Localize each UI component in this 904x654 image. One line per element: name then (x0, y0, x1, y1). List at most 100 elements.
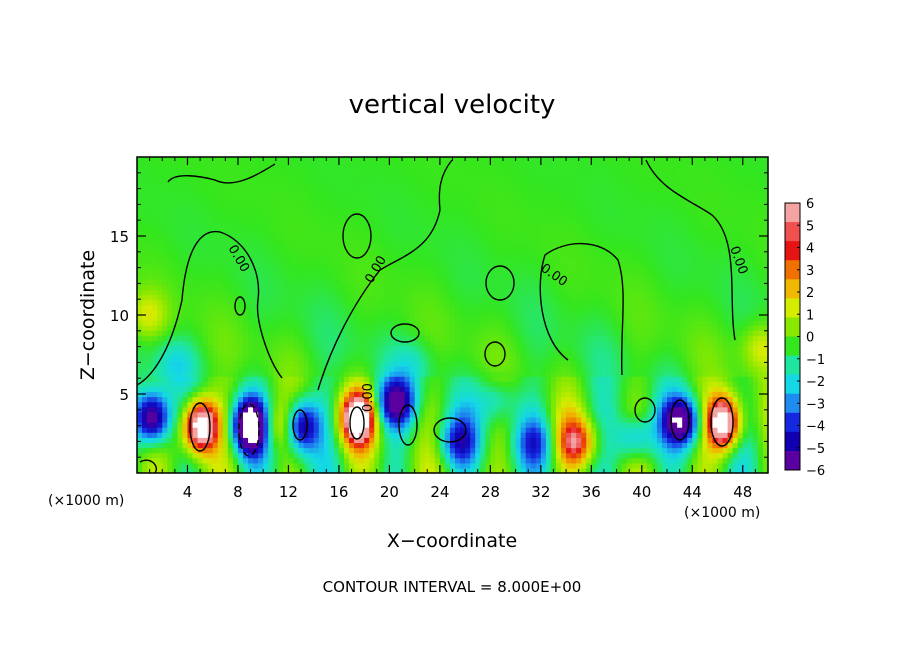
field-cell (323, 182, 330, 189)
field-cell (258, 304, 264, 311)
field-cell (535, 207, 542, 214)
field-cell (162, 157, 168, 163)
field-cell (495, 253, 502, 260)
field-cell (384, 447, 390, 454)
field-cell (480, 264, 486, 270)
field-cell (263, 223, 269, 229)
field-cell (258, 243, 264, 250)
field-cell (515, 462, 522, 469)
field-cell (182, 325, 189, 331)
field-cell (349, 457, 355, 464)
field-cell (293, 289, 300, 296)
field-cell (500, 172, 507, 178)
field-cell (212, 187, 219, 194)
field-cell (480, 360, 486, 367)
field-cell (227, 243, 234, 250)
field-cell (530, 330, 537, 336)
field-cell (142, 162, 148, 168)
field-cell (288, 457, 295, 464)
field-cell (268, 381, 274, 387)
field-cell (490, 325, 497, 331)
field-cell (202, 350, 209, 357)
field-cell (429, 422, 436, 428)
field-cell (212, 376, 219, 382)
field-cell (333, 432, 340, 438)
field-cell (313, 233, 320, 240)
field-cell (318, 299, 325, 306)
field-cell (323, 228, 330, 235)
field-cell (434, 248, 441, 255)
field-cell (414, 360, 421, 367)
field-cell (202, 325, 209, 331)
field-cell (359, 315, 365, 321)
field-cell (394, 309, 401, 316)
field-cell (485, 416, 491, 423)
field-cell (258, 253, 264, 260)
field-cell (187, 197, 194, 204)
field-cell (439, 391, 446, 398)
field-cell (333, 320, 340, 326)
field-cell (167, 365, 173, 372)
field-cell (535, 279, 542, 286)
field-cell (460, 411, 466, 418)
field-cell (419, 360, 426, 367)
field-cell (354, 360, 360, 367)
field-cell (177, 162, 184, 168)
field-cell (152, 401, 158, 408)
field-cell (293, 345, 300, 352)
field-cell (490, 304, 497, 311)
field-cell (374, 187, 380, 194)
field-cell (187, 299, 194, 306)
field-cell (323, 447, 330, 454)
field-cell (510, 462, 517, 469)
field-cell (404, 462, 411, 469)
field-cell (207, 269, 214, 275)
field-cell (429, 427, 436, 433)
field-cell (217, 207, 224, 214)
field-cell (434, 284, 441, 291)
field-cell (354, 218, 360, 224)
field-cell (449, 416, 456, 423)
field-cell (142, 437, 148, 444)
field-cell (389, 233, 396, 240)
field-cell (414, 386, 421, 393)
field-cell (505, 325, 512, 331)
field-cell (243, 462, 249, 469)
field-cell (394, 187, 401, 194)
field-cell (288, 177, 295, 184)
field-cell (258, 228, 264, 235)
field-cell (268, 432, 274, 438)
field-cell (227, 432, 234, 438)
field-cell (263, 284, 269, 291)
field-cell (475, 376, 481, 382)
field-cell (409, 416, 416, 423)
field-cell (374, 432, 380, 438)
field-cell (490, 228, 497, 235)
field-cell (434, 238, 441, 245)
field-cell (530, 427, 537, 433)
field-cell (212, 269, 219, 275)
field-cell (237, 462, 244, 469)
field-cell (525, 167, 532, 173)
field-cell (237, 304, 244, 311)
field-cell (258, 238, 264, 245)
field-cell (338, 309, 345, 316)
field-cell (207, 223, 214, 229)
field-cell (505, 202, 512, 209)
field-cell (177, 192, 184, 199)
field-cell (475, 442, 481, 449)
field-cell (192, 304, 199, 311)
field-cell (434, 462, 441, 469)
field-cell (147, 172, 153, 178)
field-cell (500, 437, 507, 444)
field-cell (313, 350, 320, 357)
field-cell (187, 279, 194, 286)
field-cell (197, 162, 204, 168)
field-cell (510, 258, 517, 265)
field-cell (465, 238, 471, 245)
field-cell (162, 304, 168, 311)
field-cell (540, 381, 547, 387)
field-cell (439, 365, 446, 372)
field-cell (444, 264, 451, 270)
field-cell (237, 345, 244, 352)
